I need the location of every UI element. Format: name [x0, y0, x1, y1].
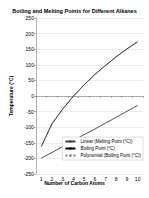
svg-text:Number of Carbon Atoms: Number of Carbon Atoms — [44, 180, 105, 186]
svg-text:10: 10 — [135, 176, 141, 182]
svg-text:-250: -250 — [24, 171, 34, 177]
svg-text:Boiling Point (°C): Boiling Point (°C) — [80, 146, 115, 151]
svg-text:2: 2 — [50, 175, 54, 182]
svg-text:-150: -150 — [24, 140, 34, 146]
svg-text:7: 7 — [104, 175, 107, 182]
svg-text:5: 5 — [82, 175, 86, 182]
svg-text:150: 150 — [26, 46, 35, 52]
svg-text:-200: -200 — [24, 155, 34, 161]
svg-text:Linear (Melting Point (°C)): Linear (Melting Point (°C)) — [80, 139, 133, 144]
svg-text:Polynomial (Boiling Point (°C): Polynomial (Boiling Point (°C)) — [80, 153, 141, 158]
svg-text:4: 4 — [72, 175, 75, 182]
svg-text:250: 250 — [26, 15, 35, 21]
svg-text:200: 200 — [26, 31, 35, 37]
svg-text:Boiling and Melting Points for: Boiling and Melting Points for Different… — [12, 8, 136, 14]
svg-text:9: 9 — [126, 176, 129, 182]
svg-text:-100: -100 — [24, 124, 34, 130]
svg-text:8: 8 — [115, 176, 118, 182]
svg-text:3: 3 — [61, 175, 65, 182]
svg-text:1: 1 — [40, 176, 43, 182]
svg-text:6: 6 — [93, 175, 97, 182]
svg-text:-50: -50 — [27, 109, 34, 115]
svg-text:50: 50 — [28, 77, 34, 83]
svg-text:Temperature (°C): Temperature (°C) — [8, 76, 14, 117]
svg-text:100: 100 — [26, 62, 35, 68]
svg-text:0: 0 — [31, 93, 34, 99]
